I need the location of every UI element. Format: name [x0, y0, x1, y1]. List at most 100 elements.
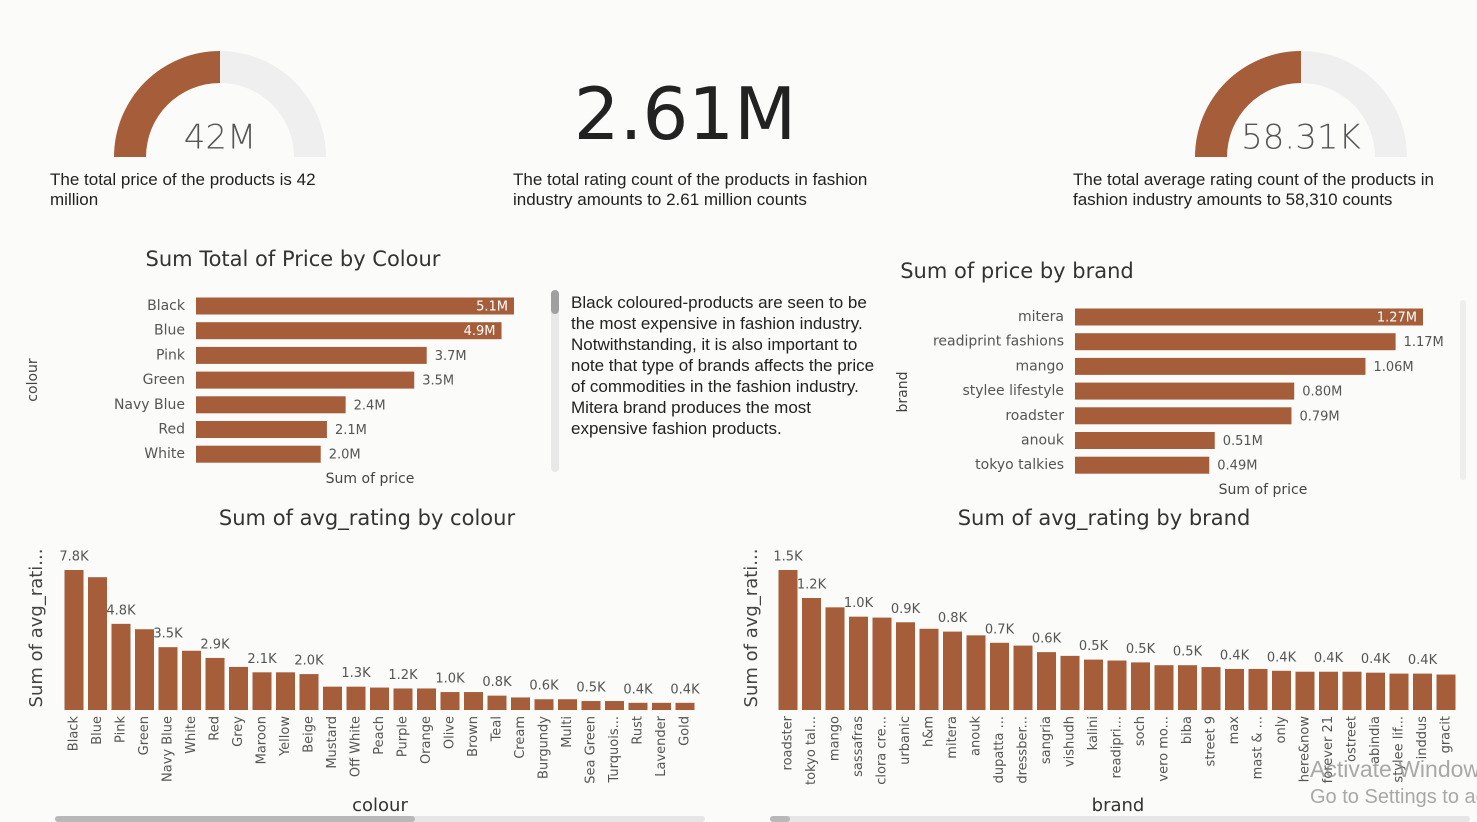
x-tick-label: White: [184, 716, 199, 754]
data-label: 0.79M: [1299, 409, 1339, 424]
x-axis-title: brand: [1092, 795, 1145, 816]
data-label: 4.9M: [464, 324, 496, 339]
gauge-fill: [114, 51, 220, 157]
x-tick-label: Burgundy: [537, 716, 552, 779]
chart-title: Sum Total of Price by Colour: [146, 247, 441, 271]
bar: [896, 622, 915, 710]
data-label: 0.5K: [1079, 639, 1109, 654]
x-tick-label: Pink: [114, 716, 129, 743]
x-tick-label: ostreet: [1345, 716, 1360, 762]
x-tick-label: dupatta ...: [992, 716, 1007, 783]
x-tick-label: readipri...: [1110, 716, 1125, 779]
data-label: 1.27M: [1377, 311, 1417, 326]
x-tick-label: mast & ...: [1251, 716, 1266, 779]
bar: [1413, 673, 1432, 710]
bar: [558, 699, 577, 710]
kpi-value: 2.61M: [573, 72, 797, 156]
x-tick-label: Brown: [466, 716, 481, 757]
data-label: 0.8K: [938, 611, 968, 626]
data-label: 0.80M: [1302, 385, 1342, 400]
x-tick-label: kalini: [1086, 716, 1101, 750]
x-axis-title: Sum of price: [326, 471, 415, 487]
data-label: 0.9K: [891, 602, 921, 617]
x-tick-label: Maroon: [255, 716, 270, 764]
scrollbar-thumb[interactable]: [770, 816, 790, 822]
x-tick-label: street 9: [1204, 716, 1219, 766]
y-tick-label: tokyo talkies: [975, 457, 1064, 473]
data-label: 2.0M: [329, 448, 361, 463]
x-tick-label: Olive: [443, 716, 458, 749]
y-tick-label: Pink: [156, 347, 186, 363]
bar: [182, 650, 201, 710]
data-label: 0.6K: [529, 679, 559, 694]
x-tick-label: stylee lif...: [1392, 716, 1407, 783]
gauge-caption: The total price of the products is 42 mi…: [50, 170, 316, 209]
bar: [1107, 660, 1127, 710]
data-label: 3.7M: [435, 349, 467, 364]
bar: [1319, 671, 1338, 710]
data-label: 0.5K: [1173, 645, 1203, 660]
x-tick-label: mango: [828, 716, 843, 761]
data-label: 0.8K: [482, 675, 512, 690]
bar: [1178, 665, 1197, 710]
bar: [966, 635, 986, 710]
bar: [1154, 665, 1174, 710]
bar: [229, 666, 248, 710]
bar: [1389, 673, 1409, 710]
x-tick-label: tokyo tal...: [804, 716, 819, 785]
data-label: 1.2K: [388, 668, 418, 683]
data-label: 5.1M: [476, 300, 508, 315]
bar: [1436, 674, 1456, 710]
y-tick-label: Blue: [154, 323, 185, 339]
x-tick-label: Cream: [513, 716, 528, 759]
x-tick-label: Blue: [90, 716, 105, 745]
bar: [511, 697, 530, 710]
bar: [1075, 333, 1396, 351]
x-tick-label: Off White: [349, 716, 364, 777]
bar: [628, 702, 648, 710]
x-tick-label: Turquois...: [607, 716, 622, 784]
data-label: 4.8K: [106, 603, 136, 618]
bar: [276, 672, 295, 710]
data-label: 0.6K: [1032, 632, 1062, 647]
scrollbar-thumb[interactable]: [551, 290, 559, 314]
data-label: 1.3K: [341, 666, 371, 681]
x-tick-label: biba: [1180, 716, 1195, 744]
x-tick-label: roadster: [781, 715, 796, 770]
x-tick-label: Navy Blue: [161, 716, 176, 782]
y-tick-label: stylee lifestyle: [962, 383, 1064, 399]
y-tick-label: Green: [143, 372, 185, 388]
y-tick-label: mitera: [1018, 309, 1064, 325]
scrollbar-track: [551, 290, 559, 472]
data-label: 1.0K: [435, 672, 465, 687]
x-tick-label: forever 21: [1321, 716, 1336, 783]
scrollbar-thumb[interactable]: [55, 816, 415, 822]
x-axis-title: colour: [352, 795, 408, 816]
x-tick-label: here&now: [1298, 716, 1313, 783]
x-tick-label: Purple: [396, 716, 411, 757]
x-tick-label: Yellow: [278, 716, 293, 757]
bar: [196, 396, 346, 414]
x-tick-label: Green: [137, 716, 152, 755]
bar: [196, 421, 327, 438]
bar: [370, 687, 389, 710]
bar: [1075, 308, 1423, 326]
data-label: 3.5M: [422, 374, 454, 389]
x-tick-label: inddus: [1415, 716, 1430, 760]
bar: [1201, 667, 1221, 710]
bar: [196, 371, 415, 389]
gauge-fill: [1195, 51, 1301, 157]
x-tick-label: mitera: [945, 716, 960, 759]
bar: [1248, 668, 1268, 710]
watermark-line: Activate Windows: [1310, 756, 1477, 782]
bar: [393, 688, 413, 710]
bar: [1075, 382, 1295, 400]
x-tick-label: Red: [208, 716, 223, 741]
bar: [1272, 670, 1291, 710]
x-tick-label: sassafras: [851, 716, 866, 777]
data-label: 0.5K: [576, 681, 606, 696]
bar: [196, 346, 427, 364]
bar: [1295, 671, 1315, 710]
